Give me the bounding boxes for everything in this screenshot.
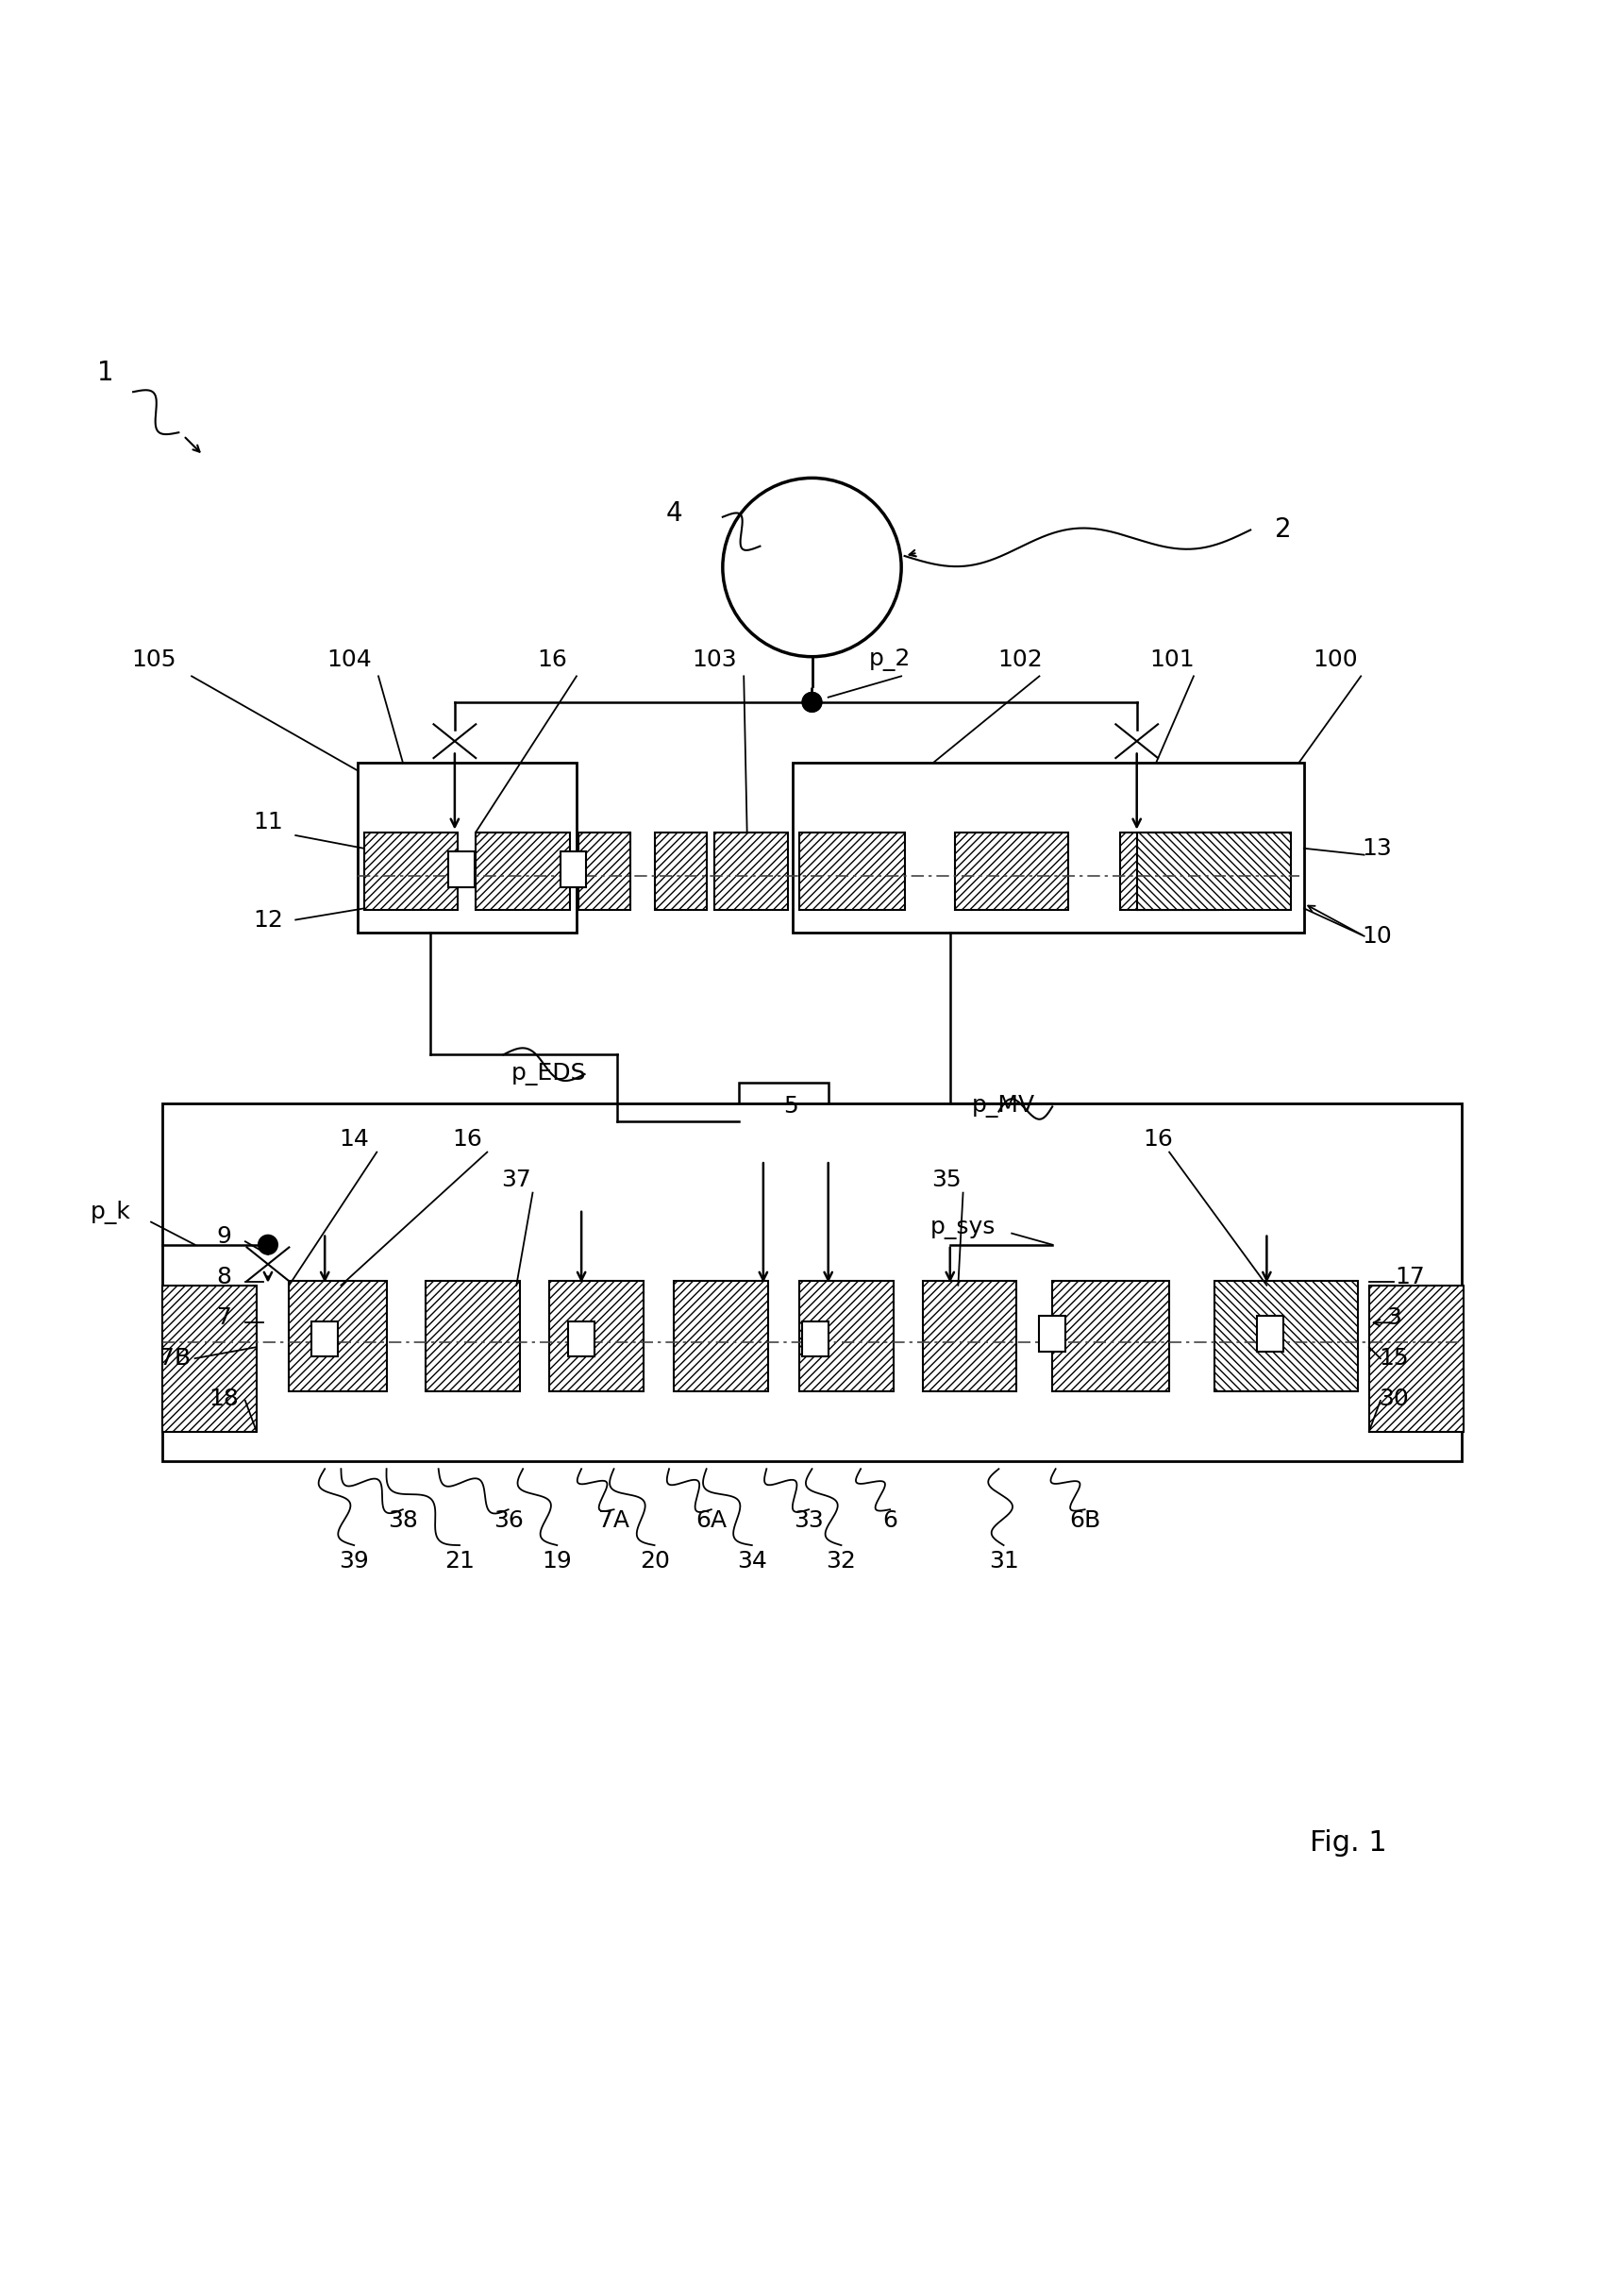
- Text: 104: 104: [326, 648, 372, 670]
- Text: 13: 13: [1363, 837, 1392, 860]
- Text: 30: 30: [1379, 1389, 1408, 1409]
- Bar: [476, 833, 570, 911]
- Text: 105: 105: [132, 648, 177, 670]
- Bar: [1039, 1316, 1065, 1352]
- Bar: [922, 1281, 1017, 1391]
- Text: 4: 4: [666, 501, 682, 526]
- Bar: [739, 1082, 828, 1160]
- Text: 33: 33: [794, 1510, 823, 1533]
- Bar: [1121, 833, 1218, 911]
- Circle shape: [802, 693, 822, 712]
- Text: 10: 10: [1363, 924, 1392, 947]
- Text: 21: 21: [445, 1551, 474, 1572]
- Text: 34: 34: [737, 1551, 767, 1572]
- Text: Fig. 1: Fig. 1: [1309, 1828, 1387, 1856]
- Text: 8: 8: [216, 1265, 232, 1288]
- Text: 7A: 7A: [598, 1510, 630, 1533]
- Bar: [448, 851, 474, 888]
- Text: 7B: 7B: [159, 1348, 192, 1371]
- Bar: [1369, 1286, 1463, 1432]
- Text: 16: 16: [1143, 1128, 1173, 1151]
- Text: 15: 15: [1379, 1348, 1408, 1371]
- Bar: [715, 833, 788, 911]
- Text: 31: 31: [989, 1551, 1018, 1572]
- Text: 7: 7: [216, 1306, 232, 1329]
- Bar: [549, 1281, 643, 1391]
- Bar: [1052, 1281, 1169, 1391]
- Bar: [162, 1103, 1462, 1460]
- Text: 39: 39: [339, 1551, 369, 1572]
- Text: p_EDS: p_EDS: [512, 1064, 586, 1085]
- Text: p_k: p_k: [91, 1201, 130, 1224]
- Text: 100: 100: [1312, 648, 1358, 670]
- Bar: [560, 851, 586, 888]
- Text: 19: 19: [542, 1551, 572, 1572]
- Text: 11: 11: [253, 810, 283, 833]
- Bar: [357, 762, 577, 934]
- Bar: [955, 833, 1069, 911]
- Bar: [1137, 833, 1291, 911]
- Bar: [568, 1320, 594, 1357]
- Text: p_sys: p_sys: [931, 1217, 996, 1240]
- Text: 16: 16: [453, 1128, 482, 1151]
- Bar: [312, 1320, 338, 1357]
- Bar: [1215, 1281, 1358, 1391]
- Text: 6A: 6A: [695, 1510, 728, 1533]
- Text: 12: 12: [253, 908, 283, 931]
- Text: 20: 20: [640, 1551, 669, 1572]
- Text: 16: 16: [538, 648, 567, 670]
- Text: 102: 102: [997, 648, 1043, 670]
- Bar: [364, 833, 458, 911]
- Text: 6B: 6B: [1069, 1510, 1101, 1533]
- Text: 9: 9: [216, 1226, 232, 1247]
- Bar: [578, 833, 630, 911]
- Text: 38: 38: [388, 1510, 417, 1533]
- Text: 18: 18: [209, 1389, 239, 1409]
- Text: 103: 103: [692, 648, 737, 670]
- Text: 2: 2: [1275, 517, 1291, 542]
- Bar: [654, 833, 706, 911]
- Text: 101: 101: [1150, 648, 1195, 670]
- Text: 3: 3: [1385, 1306, 1402, 1329]
- Text: 37: 37: [502, 1169, 531, 1192]
- Bar: [793, 762, 1304, 934]
- Text: 6: 6: [882, 1510, 898, 1533]
- Bar: [162, 1286, 257, 1432]
- Circle shape: [258, 1236, 278, 1254]
- Text: 35: 35: [932, 1169, 961, 1192]
- Text: 14: 14: [339, 1128, 369, 1151]
- Text: 17: 17: [1395, 1265, 1424, 1288]
- Bar: [799, 1281, 893, 1391]
- Text: p_2: p_2: [869, 648, 911, 670]
- Text: 36: 36: [494, 1510, 523, 1533]
- Bar: [799, 833, 905, 911]
- Text: 1: 1: [97, 359, 114, 387]
- Bar: [425, 1281, 520, 1391]
- Text: 32: 32: [827, 1551, 856, 1572]
- Bar: [802, 1320, 828, 1357]
- Circle shape: [802, 693, 822, 712]
- Bar: [1257, 1316, 1283, 1352]
- Bar: [674, 1281, 768, 1391]
- Text: p_MV: p_MV: [971, 1096, 1036, 1119]
- Bar: [289, 1281, 387, 1391]
- Text: 5: 5: [783, 1096, 799, 1119]
